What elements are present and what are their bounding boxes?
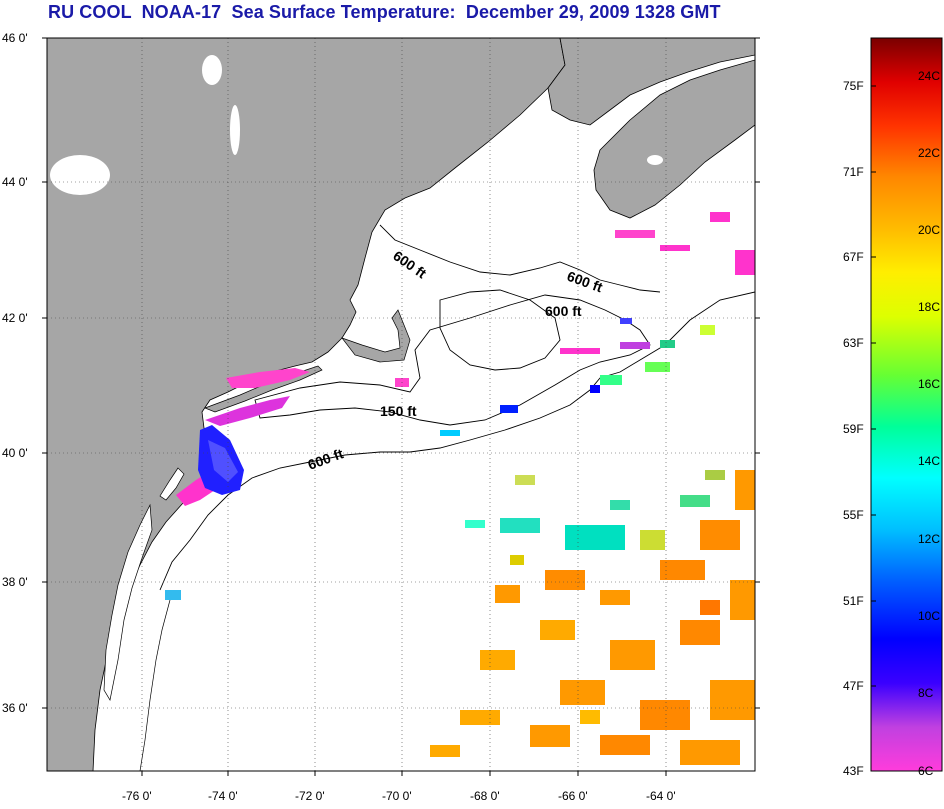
colorbar-c-label: 22C bbox=[918, 146, 940, 160]
colorbar-gradient bbox=[870, 37, 943, 772]
colorbar-f-label: 63F bbox=[843, 336, 864, 350]
contour-150ft bbox=[254, 294, 651, 426]
lake-ontario bbox=[50, 155, 110, 195]
colorbar-f-ticks bbox=[871, 85, 876, 687]
contour-inner bbox=[139, 599, 171, 771]
map-title: RU COOL NOAA-17 Sea Surface Temperature:… bbox=[48, 2, 721, 22]
colorbar-c-label: 8C bbox=[918, 686, 934, 700]
lake bbox=[647, 155, 663, 165]
contour-600ft-basin bbox=[439, 289, 561, 371]
lat-label: 46 0' bbox=[2, 31, 28, 45]
lake bbox=[202, 55, 222, 85]
chesapeake-bay bbox=[103, 503, 153, 701]
lat-label: 44 0' bbox=[2, 175, 28, 189]
lon-label: -72 0' bbox=[295, 789, 325, 803]
colorbar-c-label: 10C bbox=[918, 609, 940, 623]
map-area: 600 ft 600 ft 600 ft 150 ft 600 ft bbox=[47, 38, 755, 771]
contour-600ft-shelf bbox=[159, 291, 755, 591]
contour-600ft-gulf bbox=[379, 224, 661, 293]
lon-label: -66 0' bbox=[558, 789, 588, 803]
colorbar-f-label: 51F bbox=[843, 594, 864, 608]
lat-label: 42 0' bbox=[2, 311, 28, 325]
colorbar-c-label: 24C bbox=[918, 69, 940, 83]
colorbar-c-label: 12C bbox=[918, 532, 940, 546]
sst-patches bbox=[165, 212, 755, 765]
colorbar-f-label: 71F bbox=[843, 165, 864, 179]
colorbar-f-label: 75F bbox=[843, 79, 864, 93]
colorbar-c-label: 6C bbox=[918, 764, 934, 778]
delaware-bay bbox=[159, 467, 185, 501]
lon-label: -74 0' bbox=[208, 789, 238, 803]
colorbar-f-label: 59F bbox=[843, 422, 864, 436]
latitude-labels: 46 0' 44 0' 42 0' 40 0' 38 0' 36 0' bbox=[2, 31, 28, 715]
colorbar-f-label: 43F bbox=[843, 764, 864, 778]
contour-label: 600 ft bbox=[545, 303, 582, 319]
colorbar-c-label: 18C bbox=[918, 300, 940, 314]
lat-label: 36 0' bbox=[2, 701, 28, 715]
longitude-labels: -76 0' -74 0' -72 0' -70 0' -68 0' -66 0… bbox=[122, 789, 676, 803]
lon-label: -70 0' bbox=[382, 789, 412, 803]
colorbar-c-labels: 24C 22C 20C 18C 16C 14C 12C 10C 8C 6C bbox=[918, 69, 940, 778]
colorbar-f-label: 67F bbox=[843, 250, 864, 264]
colorbar-f-labels: 75F 71F 67F 63F 59F 55F 51F 47F 43F bbox=[843, 79, 864, 778]
lat-label: 40 0' bbox=[2, 446, 28, 460]
land-cape-cod bbox=[341, 309, 411, 363]
map-frame bbox=[46, 37, 756, 772]
lon-label: -68 0' bbox=[470, 789, 500, 803]
colorbar-c-label: 16C bbox=[918, 377, 940, 391]
colorbar-c-label: 14C bbox=[918, 454, 940, 468]
contour-label: 150 ft bbox=[380, 403, 417, 419]
lat-label: 38 0' bbox=[2, 575, 28, 589]
land-nova-scotia bbox=[593, 59, 755, 219]
lake bbox=[230, 105, 240, 155]
lon-label: -76 0' bbox=[122, 789, 152, 803]
colorbar-f-label: 55F bbox=[843, 508, 864, 522]
tick-marks bbox=[42, 37, 760, 776]
colorbar-f-label: 47F bbox=[843, 679, 864, 693]
lon-label: -64 0' bbox=[646, 789, 676, 803]
colorbar: 75F 71F 67F 63F 59F 55F 51F 47F 43F 24C … bbox=[843, 37, 943, 778]
colorbar-c-label: 20C bbox=[918, 223, 940, 237]
land-canada-north bbox=[547, 38, 755, 126]
